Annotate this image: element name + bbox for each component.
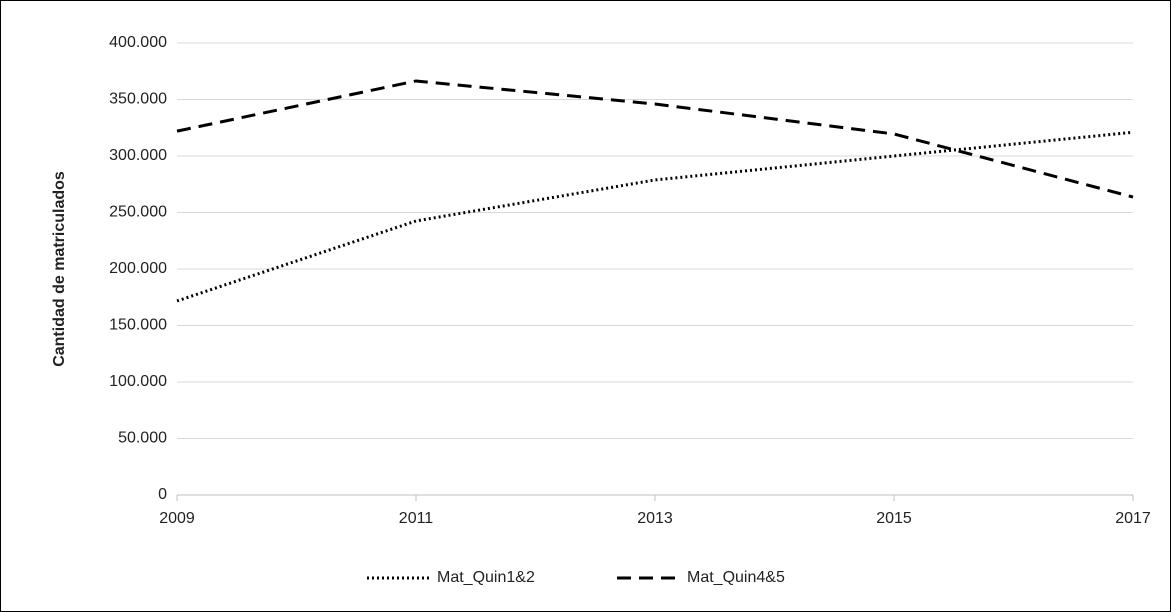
y-tick-label: 100.000 xyxy=(109,373,167,390)
legend-label: Mat_Quin4&5 xyxy=(687,569,785,586)
y-tick-label: 250.000 xyxy=(109,204,167,221)
x-tick-label: 2015 xyxy=(876,510,912,527)
y-tick-label: 50.000 xyxy=(118,430,167,447)
y-tick-label: 0 xyxy=(158,486,167,503)
legend-label: Mat_Quin1&2 xyxy=(437,569,535,586)
y-axis-label: Cantidad de matriculados xyxy=(51,171,68,367)
x-tick-label: 2013 xyxy=(637,510,673,527)
y-tick-label: 300.000 xyxy=(109,147,167,164)
y-tick-label: 150.000 xyxy=(109,317,167,334)
x-tick-label: 2011 xyxy=(399,510,434,527)
x-tick-label: 2017 xyxy=(1115,510,1151,527)
line xyxy=(176,79,1134,199)
y-tick-label: 400.000 xyxy=(109,34,167,51)
y-tick-label: 200.000 xyxy=(109,260,167,277)
x-tick-label: 2009 xyxy=(159,510,195,527)
y-tick-label: 350.000 xyxy=(109,91,167,108)
